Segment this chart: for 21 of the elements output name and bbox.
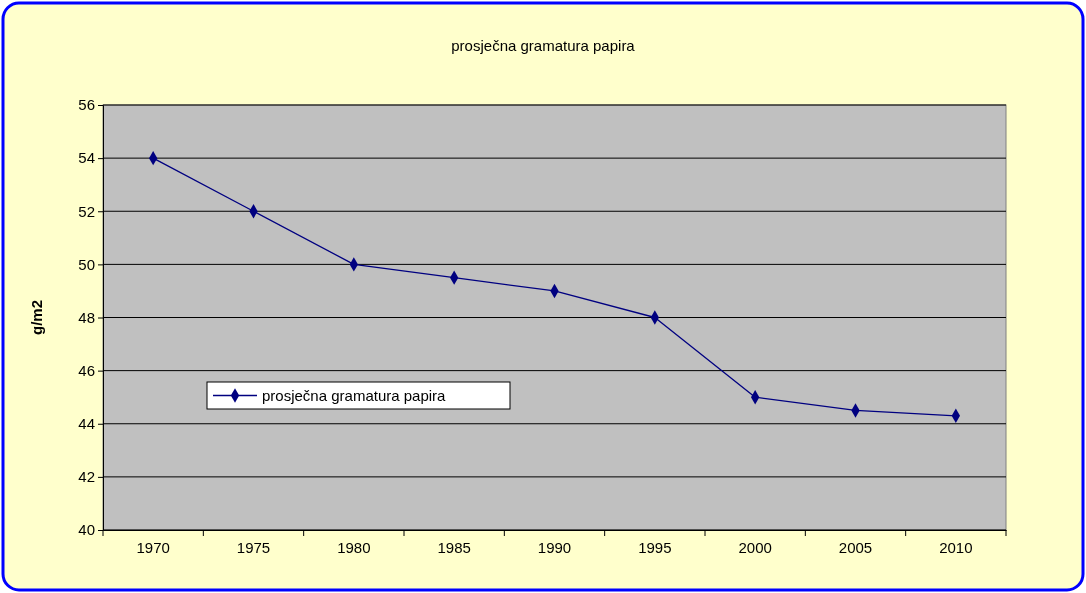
y-tick-label: 44	[78, 415, 95, 433]
y-tick-label: 54	[78, 149, 95, 167]
y-tick-label: 50	[78, 255, 95, 273]
chart-title: prosječna gramatura papira	[451, 37, 636, 54]
y-tick-label: 40	[78, 521, 95, 539]
x-tick-label: 1975	[236, 538, 271, 556]
y-axis-title: g/m2	[28, 299, 45, 336]
x-tick-label: 2010	[939, 538, 973, 556]
y-tick-label: 46	[78, 361, 95, 379]
x-tick-label: 1990	[537, 538, 572, 556]
x-tick-label: 1980	[337, 538, 371, 556]
y-tick-label: 52	[78, 202, 95, 220]
legend-label: prosječna gramatura papira	[262, 386, 447, 404]
x-tick-label: 2005	[838, 538, 873, 556]
x-tick-label: 1985	[437, 538, 471, 556]
y-tick-label: 56	[78, 96, 95, 114]
x-tick-label: 1970	[136, 538, 170, 556]
x-tick-label: 2000	[738, 538, 772, 556]
y-tick-label: 42	[78, 468, 95, 486]
x-tick-label: 1995	[638, 538, 672, 556]
y-tick-label: 48	[78, 308, 95, 326]
